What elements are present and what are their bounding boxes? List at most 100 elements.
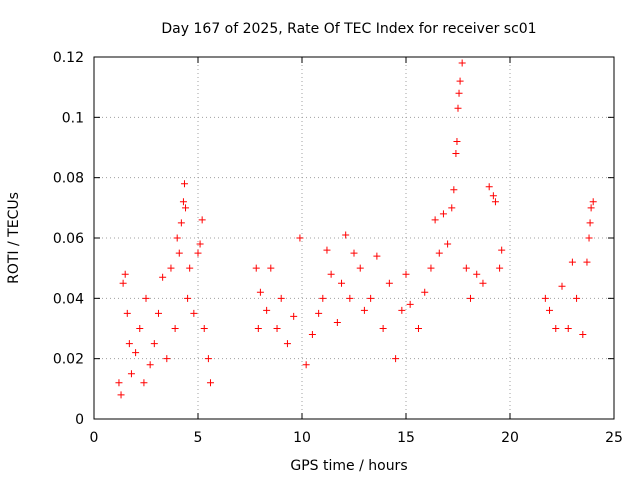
data-point: [450, 186, 458, 194]
data-point: [564, 325, 572, 332]
data-point: [402, 270, 410, 278]
data-point: [427, 264, 435, 272]
data-point: [254, 325, 262, 332]
data-point: [252, 264, 260, 272]
data-point: [414, 325, 422, 332]
x-tick-label: 5: [194, 430, 203, 446]
data-point: [190, 309, 198, 317]
data-point: [406, 300, 414, 308]
data-point: [573, 294, 581, 302]
data-point: [367, 294, 375, 302]
data-point: [568, 258, 576, 266]
y-tick-label: 0.12: [53, 50, 84, 66]
data-point: [342, 231, 350, 239]
data-point: [541, 294, 549, 302]
data-point: [273, 325, 281, 332]
x-tick-label: 25: [605, 430, 623, 446]
data-point: [421, 288, 429, 296]
data-point: [479, 279, 487, 287]
data-point: [589, 198, 597, 206]
x-tick-label: 10: [293, 430, 311, 446]
data-point: [485, 183, 493, 191]
data-point: [489, 192, 497, 200]
data-point: [204, 355, 212, 363]
data-point: [458, 59, 466, 67]
data-point: [455, 89, 463, 97]
data-point: [346, 294, 354, 302]
data-point: [194, 249, 202, 257]
x-tick-label: 20: [501, 430, 519, 446]
axis-ticks: 0 5 10 15 20 25 0 0.02 0.04 0.06 0.08 0.1 0.12: [53, 50, 623, 446]
data-point: [473, 270, 481, 278]
data-point: [123, 309, 131, 317]
data-point: [315, 309, 323, 317]
data-point: [115, 379, 123, 387]
y-tick-label: 0.04: [53, 291, 84, 307]
data-point: [587, 204, 595, 212]
data-point: [154, 309, 162, 317]
data-points: [115, 59, 597, 399]
data-point: [296, 234, 304, 242]
data-point: [373, 252, 381, 260]
data-point: [173, 234, 181, 242]
data-point: [456, 77, 464, 85]
data-point: [200, 325, 208, 332]
data-point: [140, 379, 148, 387]
gridlines: [94, 57, 614, 419]
data-point: [435, 249, 443, 257]
y-axis-label: ROTI / TECUs: [6, 192, 22, 284]
data-point: [263, 306, 271, 314]
data-point: [583, 258, 591, 266]
data-point: [448, 204, 456, 212]
data-point: [558, 282, 566, 290]
data-point: [453, 137, 461, 145]
data-point: [171, 325, 179, 332]
data-point: [182, 204, 190, 212]
data-point: [462, 264, 470, 272]
data-point: [439, 210, 447, 218]
data-point: [350, 249, 358, 257]
y-tick-label: 0: [75, 412, 84, 428]
data-point: [552, 325, 560, 332]
data-point: [356, 264, 364, 272]
data-point: [186, 264, 194, 272]
data-point: [196, 240, 204, 248]
data-point: [175, 249, 183, 257]
data-point: [206, 379, 214, 387]
data-point: [125, 340, 133, 348]
data-point: [159, 273, 167, 281]
data-point: [163, 355, 171, 363]
x-tick-label: 0: [90, 430, 99, 446]
data-point: [498, 246, 506, 254]
data-point: [136, 325, 144, 332]
data-point: [327, 270, 335, 278]
data-point: [319, 294, 327, 302]
data-point: [586, 219, 594, 227]
data-point: [333, 318, 341, 326]
y-tick-label: 0.08: [53, 171, 84, 187]
data-point: [392, 355, 400, 363]
data-point: [121, 270, 129, 278]
data-point: [167, 264, 175, 272]
data-point: [179, 198, 187, 206]
data-point: [491, 198, 499, 206]
data-point: [142, 294, 150, 302]
x-axis-label: GPS time / hours: [290, 458, 407, 474]
data-point: [127, 370, 135, 378]
data-point: [360, 306, 368, 314]
data-point: [398, 306, 406, 314]
data-point: [496, 264, 504, 272]
data-point: [277, 294, 285, 302]
data-point: [267, 264, 275, 272]
data-point: [302, 361, 310, 369]
data-point: [444, 240, 452, 248]
data-point: [184, 294, 192, 302]
data-point: [180, 180, 188, 188]
y-tick-label: 0.06: [53, 231, 84, 247]
data-point: [132, 349, 140, 357]
data-point: [379, 325, 387, 332]
x-tick-label: 15: [397, 430, 415, 446]
data-point: [308, 331, 316, 339]
data-point: [431, 216, 439, 224]
data-point: [150, 340, 158, 348]
